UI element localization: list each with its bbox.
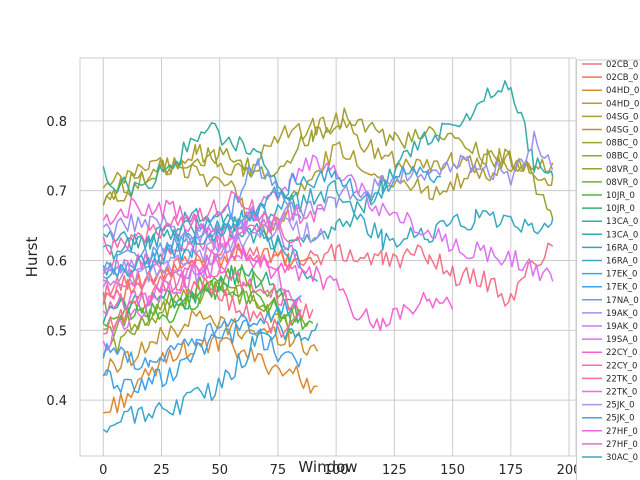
series-line	[102, 130, 554, 245]
x-tick-label: 150	[440, 463, 465, 478]
legend-label: 30AC_0	[606, 453, 638, 463]
y-tick-label: 0.8	[46, 115, 67, 130]
series-line	[102, 197, 454, 332]
x-tick-label: 75	[270, 463, 287, 478]
legend-label: 17EK_0	[606, 270, 637, 280]
legend-label: 10JR_0	[606, 204, 635, 214]
legend-label: 25JK_0	[606, 414, 635, 424]
legend-label: 16RA_0	[606, 243, 638, 253]
y-axis-title: Hurst	[23, 237, 41, 278]
legend-label: 22TK_0	[606, 388, 637, 398]
legend-items: 02CB_0 02CB_0 04HD_0 04HD_0 04SG_0 04SG_0 08BC…	[582, 60, 639, 463]
series-line	[103, 334, 318, 414]
x-tick-label: 25	[153, 463, 170, 478]
legend-label: 13CA_0	[606, 217, 638, 227]
legend: 02CB_0 02CB_0 04HD_0 04HD_0 04SG_0 04SG_0 08BC…	[576, 59, 640, 480]
legend-label: 02CB_0	[606, 60, 638, 70]
legend-label: 04SG_0	[606, 112, 638, 122]
grid	[80, 58, 576, 456]
series-layer	[102, 80, 554, 433]
x-tick-label: 125	[382, 463, 407, 478]
legend-label: 04SG_0	[606, 126, 638, 136]
y-tick-label: 0.5	[46, 324, 67, 339]
x-tick-labels: 0 25 50 75 100 125 150 175 200	[99, 463, 581, 478]
series-line	[102, 203, 326, 278]
x-tick-label: 200	[557, 463, 582, 478]
legend-label: 17EK_0	[606, 283, 637, 293]
legend-label: 17NA_0	[606, 296, 639, 306]
legend-label: 27HF_0	[606, 440, 638, 450]
y-tick-label: 0.7	[46, 185, 67, 200]
legend-label: 25JK_0	[606, 401, 635, 411]
series-line	[102, 264, 302, 324]
legend-label: 04HD_0	[606, 99, 639, 109]
x-tick-label: 0	[99, 463, 107, 478]
legend-label: 27HF_0	[606, 427, 638, 437]
legend-label: 22CY_0	[606, 361, 637, 371]
y-tick-labels: 0.4 0.5 0.6 0.7 0.8	[46, 115, 67, 409]
legend-label: 08VR_0	[606, 165, 638, 175]
series-line	[103, 309, 319, 376]
series-line	[102, 260, 302, 317]
legend-label: 19AK_0	[606, 322, 638, 332]
legend-label: 13CA_0	[606, 230, 638, 240]
series-line	[102, 190, 302, 256]
y-tick-label: 0.6	[46, 254, 67, 269]
series-line	[102, 154, 554, 352]
legend-label: 08BC_0	[606, 152, 638, 162]
legend-label: 19AK_0	[606, 309, 638, 319]
series-line	[102, 107, 554, 219]
legend-label: 10JR_0	[606, 191, 635, 201]
legend-label: 08VR_0	[606, 178, 638, 188]
series-line	[102, 165, 441, 280]
legend-label: 22CY_0	[606, 348, 637, 358]
legend-label: 19SA_0	[606, 335, 638, 345]
legend-label: 04HD_0	[606, 86, 639, 96]
series-line	[102, 242, 554, 307]
legend-label: 16RA_0	[606, 257, 638, 267]
x-axis-title: Window	[298, 458, 357, 476]
x-tick-label: 175	[498, 463, 523, 478]
series-line	[102, 217, 326, 283]
series-line	[102, 245, 302, 316]
x-tick-label: 100	[324, 463, 349, 478]
series-line	[103, 272, 314, 339]
legend-label: 22TK_0	[606, 374, 637, 384]
series-line	[102, 294, 302, 394]
legend-label: 08BC_0	[606, 139, 638, 149]
legend-label: 02CB_0	[606, 73, 638, 83]
x-tick-label: 50	[211, 463, 228, 478]
y-tick-label: 0.4	[46, 394, 67, 409]
series-line	[102, 313, 302, 371]
